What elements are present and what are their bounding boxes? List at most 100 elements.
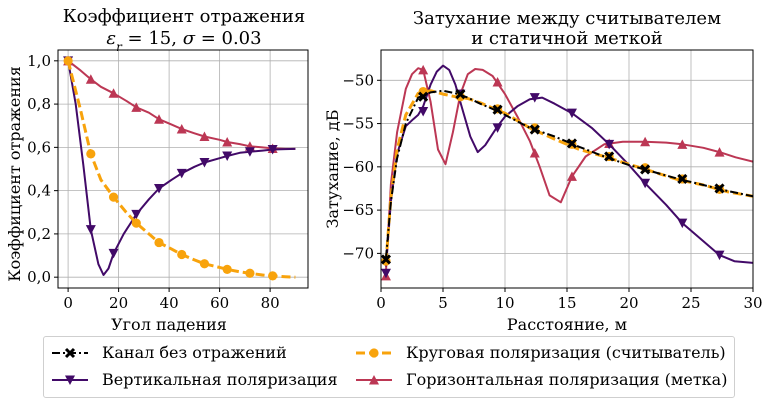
left-y-tick-label: 0,4 — [27, 182, 51, 200]
right-chart-title-line1: Затухание между считывателем — [413, 8, 721, 29]
legend-label-no-reflection: Канал без отражений — [102, 343, 287, 362]
legend: Канал без отражений Вертикальная поляриз… — [43, 336, 735, 398]
right-data-point — [566, 171, 577, 181]
right-data-point — [677, 173, 688, 185]
legend-item-horizontal: Горизонтальная поляризация (метка) — [354, 370, 727, 389]
right-plot-area — [381, 64, 753, 281]
left-data-point — [267, 145, 278, 155]
right-y-tick-label: −65 — [342, 201, 374, 219]
left-series-line — [67, 60, 296, 150]
left-data-point — [108, 248, 119, 259]
legend-label-vertical: Вертикальная поляризация — [102, 370, 338, 389]
right-data-point — [714, 147, 725, 157]
right-y-tick-label: −50 — [342, 71, 374, 89]
right-data-point — [381, 254, 392, 265]
right-data-point — [714, 250, 725, 261]
left-data-point — [108, 192, 119, 202]
left-x-tick-label: 60 — [210, 294, 229, 312]
right-x-tick-label: 10 — [495, 294, 514, 312]
right-data-point — [418, 106, 429, 117]
left-series-line — [67, 60, 296, 276]
left-data-point — [108, 88, 119, 98]
right-data-point — [492, 123, 503, 133]
legend-swatch-marker — [369, 347, 379, 358]
left-data-point — [222, 136, 233, 147]
right-data-point — [529, 93, 540, 103]
legend-swatch-circular — [356, 347, 392, 358]
right-data-point — [566, 108, 577, 119]
right-x-tick-label: 25 — [681, 294, 700, 312]
left-chart-title-line2: εr = 15, σ = 0.03 — [106, 28, 261, 54]
left-grid — [58, 50, 308, 288]
legend-item-circular: Круговая поляризация (считыватель) — [354, 343, 726, 362]
left-data-point — [176, 123, 187, 134]
right-axes-frame — [380, 49, 754, 289]
right-data-point — [529, 124, 540, 135]
left-data-point — [154, 237, 164, 248]
left-y-tick-label: 1,0 — [27, 52, 51, 70]
right-x-axis-label: Расстояние, м — [507, 315, 627, 334]
right-x-tick-label: 15 — [557, 294, 576, 312]
left-data-point — [177, 249, 187, 260]
left-y-axis-label: Коэффициент отражения — [5, 66, 24, 282]
left-data-point — [131, 102, 142, 112]
left-data-point — [86, 149, 96, 159]
legend-swatch-marker — [64, 347, 76, 358]
left-data-point — [222, 151, 233, 162]
legend-swatch-horizontal — [356, 374, 392, 384]
right-x-tick-label: 0 — [376, 294, 386, 312]
left-y-tick-label: 0,6 — [27, 138, 51, 156]
left-data-point — [199, 259, 210, 269]
right-series-line — [384, 89, 753, 263]
right-data-point — [381, 268, 391, 279]
right-x-tick-label: 5 — [438, 294, 448, 312]
right-series-line — [385, 64, 753, 267]
left-data-point — [131, 218, 141, 228]
left-data-point — [222, 264, 232, 274]
left-data-point — [176, 168, 187, 179]
left-data-point — [85, 225, 96, 235]
right-y-tick-label: −55 — [342, 115, 374, 133]
left-y-tick-label: 0,0 — [27, 268, 51, 286]
figure: Коэффициент отражения εr = 15, σ = 0.03 … — [5, 6, 763, 334]
right-data-point — [529, 147, 540, 158]
left-axes-frame — [57, 49, 309, 289]
right-data-point — [640, 164, 651, 175]
right-tick-labels: 0 5 10 15 20 25 30 −70 −65 −60 −55 −50 — [342, 71, 762, 312]
reflection-coefficient-chart: Коэффициент отражения εr = 15, σ = 0.03 … — [5, 6, 309, 334]
right-data-point — [566, 138, 578, 149]
attenuation-chart: Затухание между считывателем и статичной… — [323, 8, 763, 334]
left-data-point — [199, 158, 210, 168]
left-data-point — [154, 114, 165, 124]
left-tick-labels: 0 20 40 60 80 0,0 0,2 0,4 0,6 0,8 1,0 — [27, 52, 280, 312]
right-chart-title-line2: и статичной меткой — [471, 28, 663, 49]
right-grid — [380, 50, 754, 288]
left-data-point — [63, 56, 73, 66]
left-data-point — [199, 131, 210, 142]
right-data-point — [418, 91, 429, 102]
right-y-tick-label: −60 — [342, 158, 374, 176]
right-data-point — [492, 77, 503, 87]
right-y-axis-label: Затухание, дБ — [323, 110, 342, 229]
legend-label-circular: Круговая поляризация (считыватель) — [406, 343, 726, 362]
left-chart-title-line1: Коэффициент отражения — [63, 6, 306, 27]
legend-swatch-vertical — [52, 375, 88, 385]
left-x-tick-label: 80 — [261, 294, 280, 312]
right-data-point — [714, 183, 725, 194]
right-data-point — [677, 139, 688, 149]
right-data-point — [640, 136, 651, 147]
left-data-point — [244, 147, 255, 157]
right-x-tick-label: 30 — [743, 294, 762, 312]
right-data-point — [418, 64, 429, 75]
right-data-point — [677, 218, 688, 229]
left-data-point — [85, 74, 96, 84]
left-y-tick-label: 0,8 — [27, 95, 51, 113]
left-plot-area — [63, 55, 296, 281]
left-x-tick-label: 20 — [109, 294, 128, 312]
legend-swatch-marker — [369, 374, 379, 384]
left-x-tick-label: 0 — [63, 294, 73, 312]
legend-swatch-no-reflection — [52, 347, 88, 358]
left-data-point — [245, 268, 255, 278]
legend-item-no-reflection: Канал без отражений — [50, 343, 287, 362]
right-data-point — [604, 139, 615, 150]
